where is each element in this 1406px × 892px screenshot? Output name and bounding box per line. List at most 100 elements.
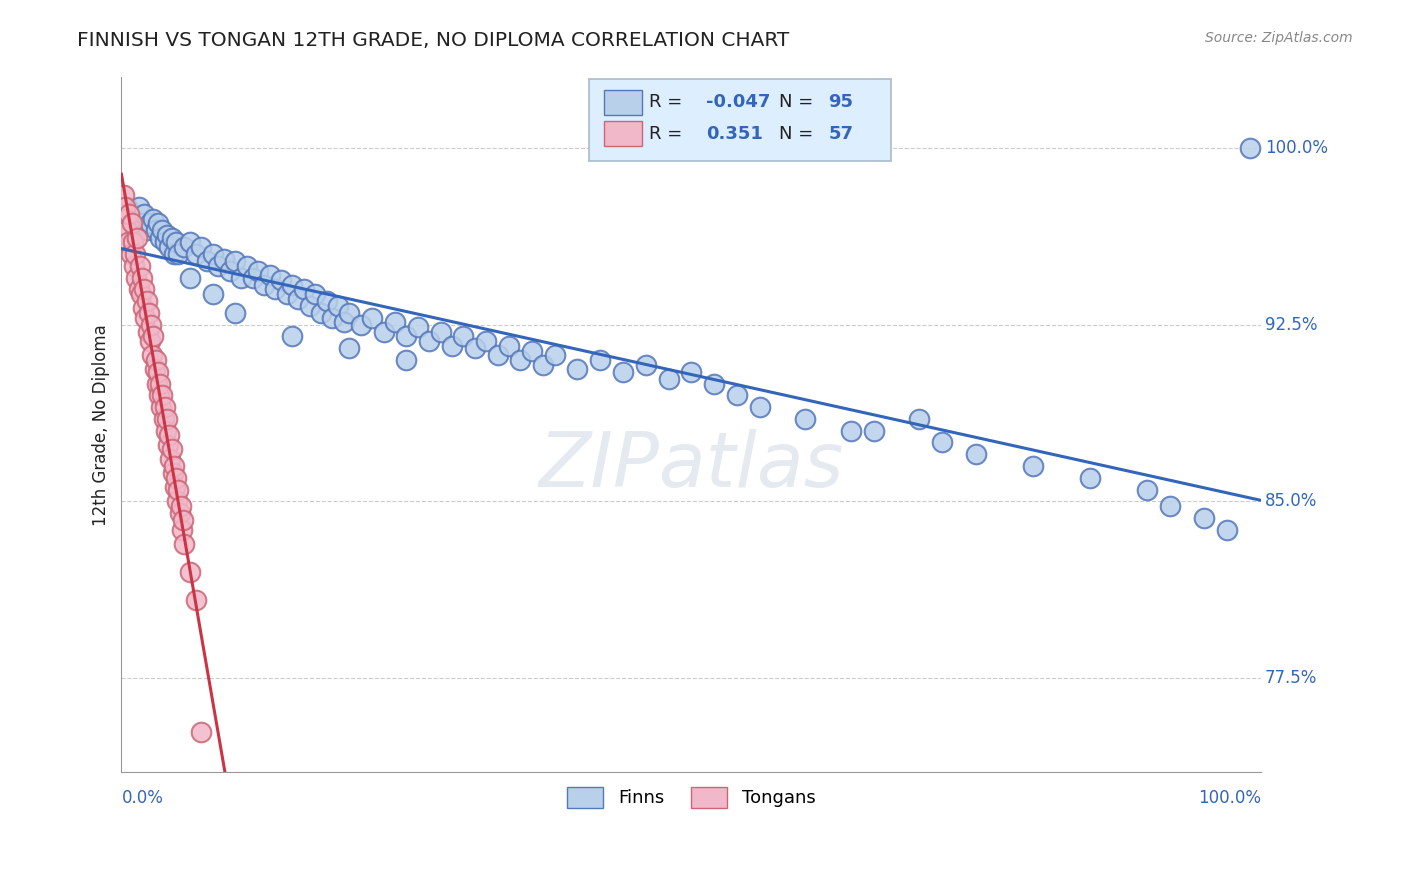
Point (1216, 523, 1239, 537)
Point (153, 400, 176, 414)
Point (339, 306, 361, 320)
Text: 0.0%: 0.0% (121, 789, 163, 807)
Point (160, 442, 183, 457)
Point (114, 200, 136, 214)
Point (173, 240, 195, 254)
Point (373, 325, 395, 339)
Point (520, 343, 543, 358)
Point (115, 200, 138, 214)
Point (170, 499, 193, 513)
Point (131, 216, 153, 230)
Point (321, 310, 343, 325)
Point (908, 412, 931, 426)
Point (332, 315, 354, 329)
Point (634, 358, 657, 372)
Point (139, 318, 162, 332)
Point (121, 216, 143, 230)
Point (146, 376, 169, 391)
Point (167, 483, 190, 497)
Point (122, 259, 145, 273)
Point (134, 207, 156, 221)
Point (270, 273, 292, 287)
Point (418, 334, 440, 348)
Point (146, 365, 169, 379)
Point (163, 458, 186, 473)
Point (1136, 483, 1159, 497)
Point (112, 188, 135, 202)
Point (212, 252, 235, 266)
Point (190, 725, 212, 739)
Point (231, 270, 253, 285)
Point (184, 247, 207, 261)
Point (201, 287, 224, 301)
Point (406, 320, 429, 334)
Point (681, 365, 703, 379)
Point (145, 353, 167, 368)
Text: N =: N = (779, 125, 820, 143)
Point (128, 282, 150, 296)
Point (155, 424, 177, 438)
Point (167, 247, 190, 261)
Point (127, 230, 149, 244)
Text: 57: 57 (828, 125, 853, 143)
Text: Source: ZipAtlas.com: Source: ZipAtlas.com (1205, 31, 1353, 45)
Point (486, 348, 509, 362)
Point (748, 400, 770, 414)
Text: 92.5%: 92.5% (1265, 316, 1317, 334)
Point (132, 301, 155, 316)
Point (142, 211, 165, 226)
Point (157, 438, 180, 452)
Point (121, 235, 143, 250)
Point (179, 270, 201, 285)
FancyBboxPatch shape (603, 90, 643, 115)
Point (863, 424, 886, 438)
Point (253, 277, 276, 292)
FancyBboxPatch shape (603, 121, 643, 146)
Point (159, 451, 181, 466)
Point (292, 282, 315, 296)
Legend: Finns, Tongans: Finns, Tongans (560, 780, 823, 815)
Point (129, 287, 152, 301)
Point (703, 376, 725, 391)
Point (1159, 499, 1181, 513)
Point (152, 223, 174, 237)
Point (165, 235, 187, 250)
Point (169, 506, 191, 520)
Point (163, 247, 186, 261)
Point (152, 412, 174, 426)
Point (531, 358, 554, 372)
Point (236, 259, 259, 273)
Point (179, 565, 201, 579)
Point (475, 334, 498, 348)
Text: 100.0%: 100.0% (1265, 139, 1327, 157)
Point (184, 593, 207, 607)
Point (309, 306, 332, 320)
Point (326, 299, 349, 313)
Point (135, 294, 157, 309)
Point (339, 341, 361, 355)
Point (1022, 458, 1045, 473)
Point (498, 339, 520, 353)
Point (1194, 510, 1216, 524)
Point (120, 247, 142, 261)
Text: 95: 95 (828, 94, 853, 112)
Point (166, 494, 188, 508)
Point (172, 513, 194, 527)
Point (361, 310, 384, 325)
Point (117, 235, 139, 250)
Point (395, 329, 418, 343)
Point (224, 254, 246, 268)
Point (453, 329, 475, 343)
Point (157, 240, 180, 254)
Point (543, 348, 565, 362)
Point (149, 230, 172, 244)
Text: FINNISH VS TONGAN 12TH GRADE, NO DIPLOMA CORRELATION CHART: FINNISH VS TONGAN 12TH GRADE, NO DIPLOMA… (77, 31, 790, 50)
Point (131, 270, 153, 285)
Point (150, 400, 173, 414)
Point (464, 341, 486, 355)
Point (115, 223, 138, 237)
Point (156, 412, 179, 426)
Point (138, 306, 160, 320)
Point (224, 306, 246, 320)
Point (509, 353, 531, 368)
